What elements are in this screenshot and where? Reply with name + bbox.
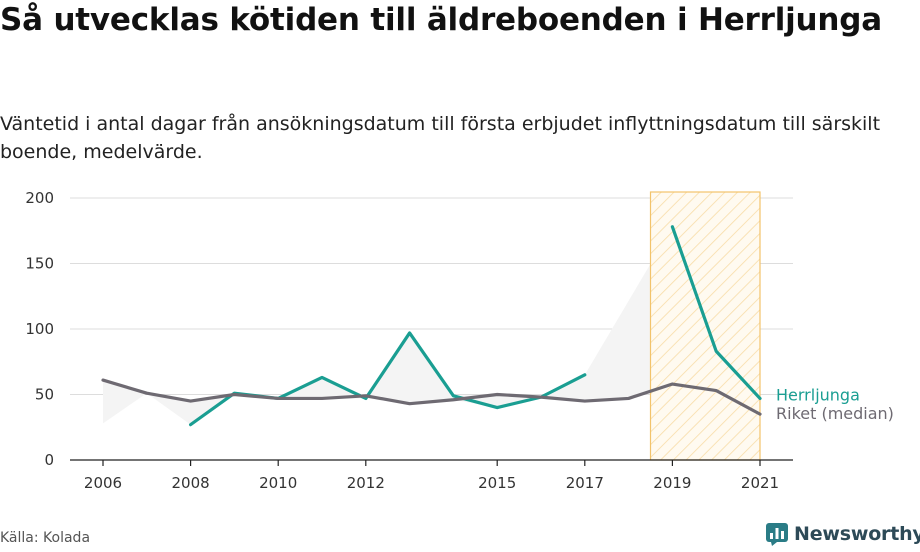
y-tick-label: 200 (25, 189, 54, 207)
x-tick-label: 2012 (347, 474, 385, 492)
x-tick-label: 2021 (741, 474, 779, 492)
y-tick-label: 100 (25, 320, 54, 338)
highlight-rect (649, 191, 761, 461)
range-area (103, 226, 760, 425)
brand-name: Newsworthy (794, 523, 920, 545)
riket-line (101, 378, 762, 416)
highlight-range (649, 191, 761, 461)
x-tick-label: 2006 (84, 474, 122, 492)
y-tick-label: 150 (25, 255, 54, 273)
x-tick-label: 2017 (566, 474, 604, 492)
chart-subtitle: Väntetid i antal dagar från ansökningsda… (0, 113, 881, 163)
range-band (103, 226, 760, 425)
axes: 0 50 100 150 200 2006 2008 2010 2012 2015 2017 2019… (25, 189, 793, 492)
y-tick-label: 50 (35, 386, 54, 404)
riket-series-label: Riket (median) (776, 404, 894, 423)
herrljunga-line (670, 225, 762, 401)
chart-title: Så utvecklas kötiden till äldreboenden i… (0, 2, 883, 38)
y-tick-label: 0 (44, 451, 54, 469)
series-lines (101, 225, 762, 427)
source-note: Källa: Kolada (0, 530, 91, 546)
x-tick-label: 2008 (172, 474, 210, 492)
newsworthy-logo-icon (766, 523, 788, 546)
herrljunga-series-label: Herrljunga (776, 385, 860, 404)
x-tick-label: 2015 (478, 474, 516, 492)
x-tick-label: 2010 (259, 474, 297, 492)
brand-logo: Newsworthy (765, 519, 920, 549)
x-tick-label: 2019 (653, 474, 691, 492)
